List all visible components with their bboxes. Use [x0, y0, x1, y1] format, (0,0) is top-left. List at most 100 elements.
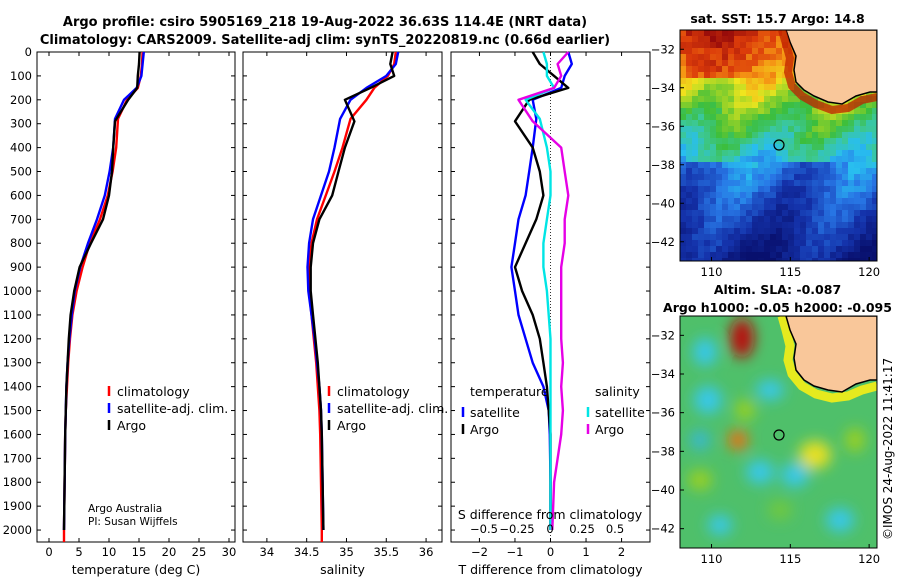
sst-cell	[812, 120, 818, 126]
sst-cell	[770, 144, 776, 150]
sst-cell	[812, 210, 818, 216]
sst-cell	[746, 228, 752, 234]
sst-cell	[728, 120, 734, 126]
sst-cell	[818, 144, 824, 150]
sla-anomaly	[690, 430, 710, 450]
sst-cell	[746, 216, 752, 222]
sst-cell	[854, 198, 860, 204]
sst-cell	[800, 114, 806, 120]
sst-cell	[776, 138, 782, 144]
sst-cell	[824, 228, 830, 234]
sst-cell	[740, 144, 746, 150]
sst-cell	[734, 162, 740, 168]
sst-cell	[800, 192, 806, 198]
y-tick-label: 1700	[3, 451, 32, 465]
sst-cell	[866, 174, 872, 180]
sst-cell	[830, 174, 836, 180]
sst-cell	[854, 222, 860, 228]
sst-cell	[686, 252, 692, 258]
sst-cell	[746, 54, 752, 60]
sst-cell	[818, 132, 824, 138]
sla-map	[680, 316, 877, 548]
sst-cell	[710, 132, 716, 138]
sst-cell	[860, 210, 866, 216]
sst-cell	[716, 66, 722, 72]
sst-cell	[752, 36, 758, 42]
sla-anomaly	[735, 400, 755, 420]
sst-cell	[842, 210, 848, 216]
sst-cell	[740, 138, 746, 144]
sst-cell	[680, 198, 686, 204]
sst-cell	[728, 126, 734, 132]
sst-cell	[782, 54, 788, 60]
sst-cell	[794, 114, 800, 120]
sst-cell	[734, 84, 740, 90]
y-tick-label: 100	[10, 69, 32, 83]
sst-cell	[782, 252, 788, 258]
sst-cell	[872, 168, 877, 174]
sst-cell	[752, 168, 758, 174]
sst-cell	[704, 234, 710, 240]
sst-cell	[866, 228, 872, 234]
sst-cell	[704, 222, 710, 228]
sst-cell	[836, 114, 842, 120]
sst-cell	[872, 174, 877, 180]
sst-cell	[842, 144, 848, 150]
sst-cell	[692, 126, 698, 132]
sst-cell	[758, 150, 764, 156]
sst-cell	[734, 240, 740, 246]
legend-label: climatology	[117, 384, 190, 399]
sst-cell	[680, 258, 686, 261]
sst-cell	[698, 120, 704, 126]
sst-cell	[848, 222, 854, 228]
sst-cell	[746, 126, 752, 132]
sst-cell	[734, 228, 740, 234]
sst-cell	[830, 234, 836, 240]
sst-cell	[860, 156, 866, 162]
sst-cell	[722, 72, 728, 78]
sst-cell	[776, 66, 782, 72]
sst-cell	[698, 30, 704, 36]
sst-cell	[812, 126, 818, 132]
sst-cell	[818, 120, 824, 126]
sst-cell	[770, 246, 776, 252]
sst-cell	[824, 162, 830, 168]
sst-cell	[842, 222, 848, 228]
sst-cell	[800, 156, 806, 162]
sst-cell	[776, 240, 782, 246]
sst-cell	[770, 84, 776, 90]
sst-cell	[818, 252, 824, 258]
sst-cell	[776, 120, 782, 126]
sst-cell	[794, 144, 800, 150]
sst-cell	[758, 204, 764, 210]
sst-cell	[746, 168, 752, 174]
sst-cell	[872, 108, 877, 114]
sst-cell	[842, 216, 848, 222]
sst-cell	[782, 192, 788, 198]
sst-cell	[746, 192, 752, 198]
sst-cell	[740, 210, 746, 216]
sst-cell	[752, 240, 758, 246]
sst-cell	[734, 42, 740, 48]
sst-cell	[728, 132, 734, 138]
sst-cell	[698, 240, 704, 246]
sst-cell	[860, 258, 866, 261]
sst-cell	[770, 174, 776, 180]
sst-cell	[836, 180, 842, 186]
sst-cell	[782, 162, 788, 168]
sst-cell	[680, 30, 686, 36]
sst-cell	[686, 48, 692, 54]
sst-cell	[800, 240, 806, 246]
sst-cell	[854, 108, 860, 114]
legend-label: Argo	[117, 418, 146, 433]
sst-cell	[860, 120, 866, 126]
sst-cell	[704, 168, 710, 174]
sst-cell	[854, 168, 860, 174]
sst-cell	[728, 90, 734, 96]
sst-cell	[734, 222, 740, 228]
sst-cell	[722, 222, 728, 228]
sst-cell	[692, 78, 698, 84]
x-tick-label: −1	[506, 545, 523, 559]
sst-cell	[710, 84, 716, 90]
legend-label: climatology	[337, 384, 410, 399]
